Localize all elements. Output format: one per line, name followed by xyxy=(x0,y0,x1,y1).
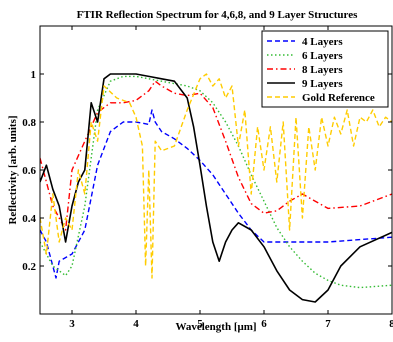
x-axis-title: Wavelength [μm] xyxy=(175,321,256,333)
legend-label-4: 9 Layers xyxy=(302,78,343,90)
x-tick-label: 6 xyxy=(261,318,267,330)
chart-title: FTIR Reflection Spectrum for 4,6,8, and … xyxy=(77,9,358,21)
x-tick-label: 8 xyxy=(389,318,393,330)
series-line-3 xyxy=(40,80,392,231)
y-tick-label: 0.4 xyxy=(22,213,36,225)
legend-box xyxy=(261,30,389,108)
series-group xyxy=(40,73,392,303)
y-tick-label: 0.6 xyxy=(22,165,36,177)
y-tick-label: 0.8 xyxy=(22,117,36,129)
x-tick-label: 4 xyxy=(133,318,139,330)
y-axis-title: Reflectivity [arb. units] xyxy=(7,115,19,224)
legend-label-5: Gold Reference xyxy=(302,92,375,104)
x-tick-label: 3 xyxy=(69,318,75,330)
plot-area: 3 4 5 6 7 8 0.2 0.4 0.6 0.8 1 xyxy=(22,25,393,330)
series-line-5 xyxy=(40,73,392,279)
legend-label-3: 8 Layers xyxy=(302,64,343,76)
y-tick-label: 1 xyxy=(31,69,37,81)
x-tick-label: 5 xyxy=(197,318,203,330)
series-line-1 xyxy=(40,109,392,279)
x-tick-label: 7 xyxy=(325,318,331,330)
legend-label-1: 4 Layers xyxy=(302,36,343,48)
y-tick-label: 0.2 xyxy=(22,261,36,273)
legend-label-2: 6 Layers xyxy=(302,50,343,62)
legend: 4 Layers 6 Layers 8 Layers 9 Layers Gold Ref… xyxy=(261,30,389,108)
